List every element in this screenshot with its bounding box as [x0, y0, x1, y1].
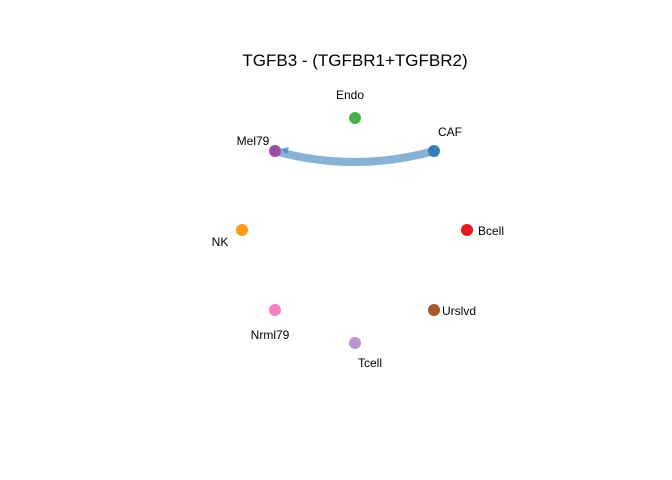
- node-label-nk: NK: [212, 235, 229, 249]
- node-label-mel79: Mel79: [237, 134, 270, 148]
- node-urslvd: [428, 304, 440, 316]
- edge-arrowhead: [281, 147, 289, 154]
- node-nk: [236, 224, 248, 236]
- node-label-caf: CAF: [438, 125, 462, 139]
- edge-caf-to-mel79: [271, 147, 438, 166]
- label-layer: CAF Endo Mel79 NK Nrml79 Tcell Urslvd Bcell: [212, 88, 504, 370]
- node-bcell: [461, 224, 473, 236]
- node-label-bcell: Bcell: [478, 224, 504, 238]
- node-caf: [428, 145, 440, 157]
- node-tcell: [349, 337, 361, 349]
- node-label-endo: Endo: [336, 88, 364, 102]
- node-nrml79: [269, 304, 281, 316]
- node-layer: [236, 112, 473, 349]
- node-endo: [349, 112, 361, 124]
- node-label-tcell: Tcell: [358, 356, 382, 370]
- edge-layer: [271, 147, 438, 166]
- node-label-urslvd: Urslvd: [442, 304, 476, 318]
- node-label-nrml79: Nrml79: [251, 328, 290, 342]
- diagram-title: TGFB3 - (TGFBR1+TGFBR2): [242, 51, 467, 70]
- node-mel79: [269, 145, 281, 157]
